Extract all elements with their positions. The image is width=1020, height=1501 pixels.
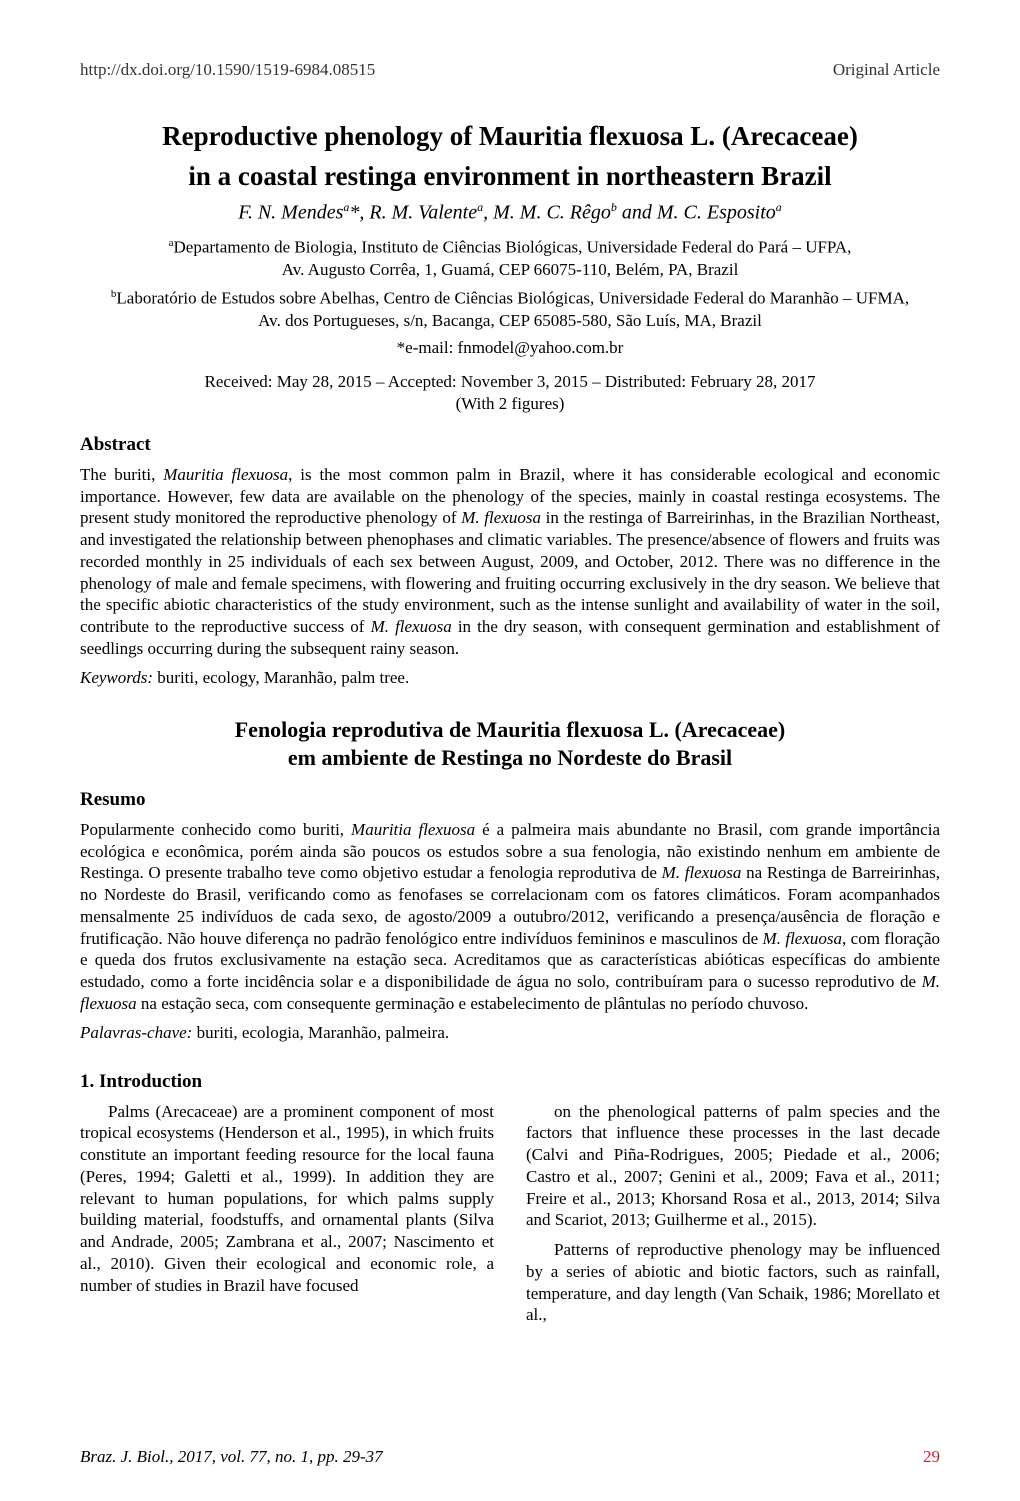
intro-columns: 1. Introduction Palms (Arecaceae) are a …	[80, 1063, 940, 1335]
affil-a-line-2: Av. Augusto Corrêa, 1, Guamá, CEP 66075-…	[282, 260, 739, 279]
palavras-chave: Palavras-chave: buriti, ecologia, Maranh…	[80, 1023, 940, 1043]
affiliation-a: aDepartamento de Biologia, Instituto de …	[80, 236, 940, 281]
abstract-body: The buriti, Mauritia flexuosa, is the mo…	[80, 464, 940, 660]
corresponding-email: *e-mail: fnmodel@yahoo.com.br	[80, 338, 940, 358]
footer-journal: Braz. J. Biol., 2017, vol. 77, no. 1, pp…	[80, 1447, 383, 1467]
header-row: http://dx.doi.org/10.1590/1519-6984.0851…	[80, 60, 940, 80]
portuguese-title: Fenologia reprodutiva de Mauritia flexuo…	[80, 716, 940, 773]
article-title-line-2: in a coastal restinga environment in nor…	[80, 160, 940, 194]
footer: Braz. J. Biol., 2017, vol. 77, no. 1, pp…	[80, 1447, 940, 1467]
affil-b-line-1: Laboratório de Estudos sobre Abelhas, Ce…	[116, 289, 909, 308]
affiliation-b: bLaboratório de Estudos sobre Abelhas, C…	[80, 287, 940, 332]
pt-title-line-2: em ambiente de Restinga no Nordeste do B…	[288, 745, 732, 770]
author-sup-a3: a	[776, 200, 782, 214]
species-name-3: M. flexuosa	[371, 617, 452, 636]
palavras-text: buriti, ecologia, Maranhão, palmeira.	[192, 1023, 449, 1042]
abstract-text-1: The buriti,	[80, 465, 163, 484]
intro-heading: 1. Introduction	[80, 1071, 494, 1093]
resumo-body: Popularmente conhecido como buriti, Maur…	[80, 819, 940, 1015]
intro-left-column: 1. Introduction Palms (Arecaceae) are a …	[80, 1063, 494, 1335]
pt-title-line-1: Fenologia reprodutiva de Mauritia flexuo…	[235, 717, 786, 742]
author-name-1: F. N. Mendes	[238, 201, 343, 223]
keywords: Keywords: buriti, ecology, Maranhão, pal…	[80, 668, 940, 688]
authors: F. N. Mendesa*, R. M. Valentea, M. M. C.…	[80, 200, 940, 225]
species-name-2: M. flexuosa	[461, 508, 541, 527]
resumo-heading: Resumo	[80, 789, 940, 811]
affil-a-line-1: Departamento de Biologia, Instituto de C…	[174, 238, 852, 257]
article-title-line-1: Reproductive phenology of Mauritia flexu…	[80, 120, 940, 154]
doi: http://dx.doi.org/10.1590/1519-6984.0851…	[80, 60, 375, 80]
species-name-r2: M. flexuosa	[662, 863, 742, 882]
resumo-text-5: na estação seca, com consequente germina…	[137, 994, 809, 1013]
page: http://dx.doi.org/10.1590/1519-6984.0851…	[0, 0, 1020, 1501]
species-name-r1: Mauritia flexuosa	[351, 820, 475, 839]
footer-page-number: 29	[923, 1447, 940, 1467]
species-name-r3: M. flexuosa	[763, 929, 842, 948]
author-sep-3: and M. C. Esposito	[617, 201, 776, 223]
intro-right-p1: on the phenological patterns of palm spe…	[526, 1101, 940, 1232]
palavras-label: Palavras-chave:	[80, 1023, 192, 1042]
resumo-text-1: Popularmente conhecido como buriti,	[80, 820, 351, 839]
intro-left-p1: Palms (Arecaceae) are a prominent compon…	[80, 1101, 494, 1297]
intro-right-column: on the phenological patterns of palm spe…	[526, 1063, 940, 1335]
affil-b-line-2: Av. dos Portugueses, s/n, Bacanga, CEP 6…	[258, 311, 762, 330]
keywords-label: Keywords:	[80, 668, 153, 687]
intro-right-p2: Patterns of reproductive phenology may b…	[526, 1239, 940, 1326]
keywords-text: buriti, ecology, Maranhão, palm tree.	[153, 668, 409, 687]
article-type: Original Article	[833, 60, 940, 80]
species-name-1: Mauritia flexuosa	[163, 465, 288, 484]
article-dates: Received: May 28, 2015 – Accepted: Novem…	[80, 372, 940, 392]
author-sep-1: *, R. M. Valente	[349, 201, 477, 223]
figure-count-note: (With 2 figures)	[80, 394, 940, 414]
author-sep-2: , M. M. C. Rêgo	[483, 201, 611, 223]
abstract-heading: Abstract	[80, 434, 940, 456]
